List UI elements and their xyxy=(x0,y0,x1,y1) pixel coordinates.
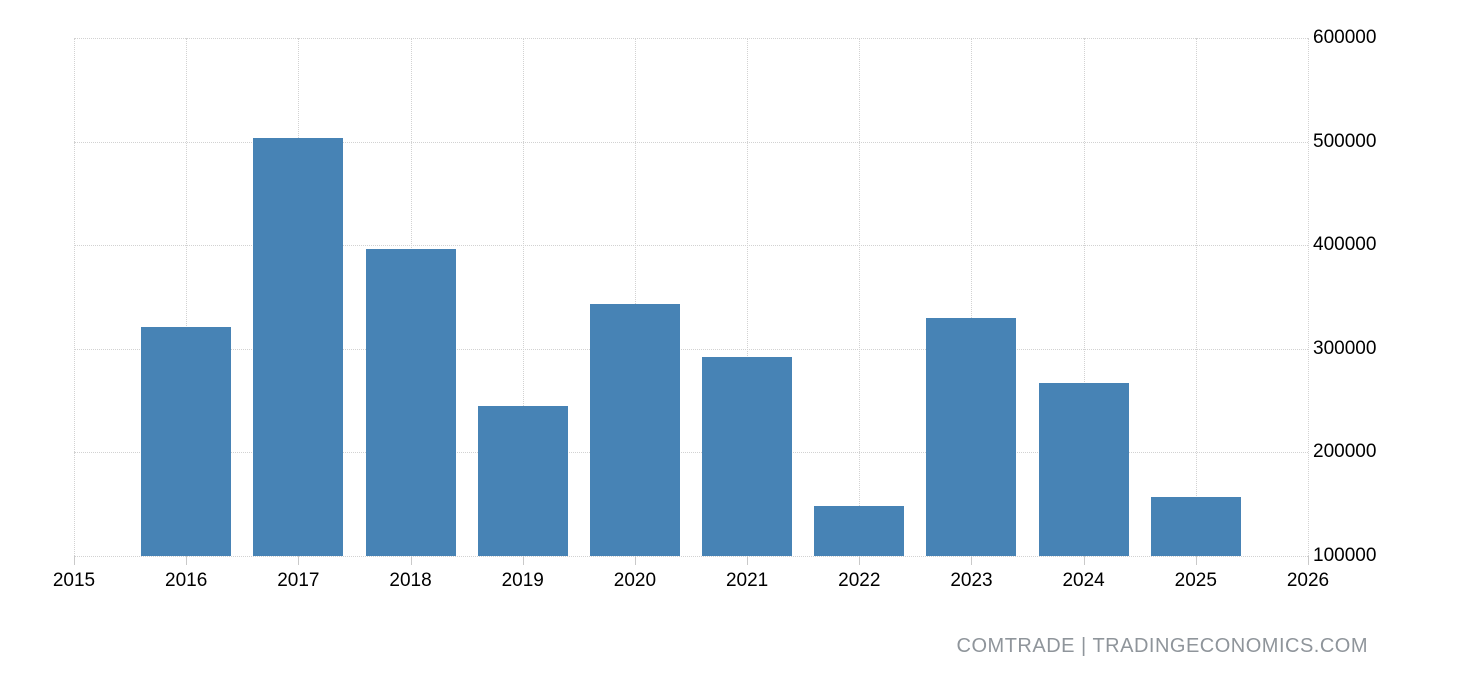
x-tick-label-2018: 2018 xyxy=(389,570,432,591)
x-tick-label-2017: 2017 xyxy=(277,570,320,591)
y-gridline-100000 xyxy=(74,556,1308,557)
bar-2016[interactable] xyxy=(141,327,232,556)
attribution-watermark: COMTRADE | TRADINGECONOMICS.COM xyxy=(956,635,1368,657)
x-gridline-2024 xyxy=(1083,38,1085,556)
x-tick-label-2021: 2021 xyxy=(725,570,769,591)
x-tick-mark-2026 xyxy=(1308,556,1309,565)
y-gridline-200000 xyxy=(74,452,1308,454)
plot-area xyxy=(74,38,1309,557)
x-tick-mark-2020 xyxy=(634,556,636,565)
y-tick-label-400000: 400000 xyxy=(1313,234,1377,256)
x-tick-mark-2021 xyxy=(747,556,749,565)
x-tick-mark-2017 xyxy=(298,556,300,565)
x-tick-label-2020: 2020 xyxy=(613,570,657,591)
x-tick-label-2024: 2024 xyxy=(1062,570,1105,591)
y-tick-label-100000: 100000 xyxy=(1313,545,1377,566)
bar-2017[interactable] xyxy=(253,138,344,556)
y-gridline-600000 xyxy=(74,38,1308,39)
bar-2023[interactable] xyxy=(926,317,1017,556)
x-tick-mark-2016 xyxy=(186,556,188,565)
x-gridline-2019 xyxy=(522,38,524,556)
y-tick-label-500000: 500000 xyxy=(1313,130,1377,152)
x-tick-label-2026: 2026 xyxy=(1286,570,1330,591)
x-tick-label-2022: 2022 xyxy=(838,570,881,591)
bar-2022[interactable] xyxy=(814,506,905,556)
x-gridline-2026 xyxy=(1308,38,1309,556)
y-gridline-500000 xyxy=(74,141,1308,143)
bar-2021[interactable] xyxy=(702,357,793,556)
bar-2020[interactable] xyxy=(589,304,680,556)
x-tick-mark-2025 xyxy=(1195,556,1197,565)
x-tick-mark-2019 xyxy=(522,556,524,565)
y-tick-label-200000: 200000 xyxy=(1313,441,1377,463)
x-tick-label-2025: 2025 xyxy=(1174,570,1217,591)
y-tick-label-600000: 600000 xyxy=(1313,27,1377,48)
x-gridline-2020 xyxy=(634,38,636,556)
x-gridline-2015 xyxy=(74,38,75,556)
x-tick-label-2023: 2023 xyxy=(950,570,993,591)
y-gridline-300000 xyxy=(74,348,1308,350)
bar-2024[interactable] xyxy=(1038,382,1129,556)
x-gridline-2021 xyxy=(747,38,749,556)
y-gridline-400000 xyxy=(74,245,1308,247)
x-tick-mark-2023 xyxy=(971,556,973,565)
x-gridline-2025 xyxy=(1195,38,1197,556)
x-tick-label-2016: 2016 xyxy=(165,570,208,591)
x-tick-mark-2015 xyxy=(74,556,75,565)
x-tick-label-2019: 2019 xyxy=(501,570,544,591)
x-tick-mark-2018 xyxy=(410,556,412,565)
x-gridline-2016 xyxy=(186,38,188,556)
x-tick-label-2015: 2015 xyxy=(52,570,96,591)
x-tick-mark-2022 xyxy=(859,556,861,565)
x-tick-mark-2024 xyxy=(1083,556,1085,565)
x-gridline-2022 xyxy=(859,38,861,556)
x-gridline-2023 xyxy=(971,38,973,556)
bar-2018[interactable] xyxy=(365,249,456,556)
bar-2019[interactable] xyxy=(477,405,568,556)
y-tick-label-300000: 300000 xyxy=(1313,337,1377,359)
bar-2025[interactable] xyxy=(1150,496,1241,556)
